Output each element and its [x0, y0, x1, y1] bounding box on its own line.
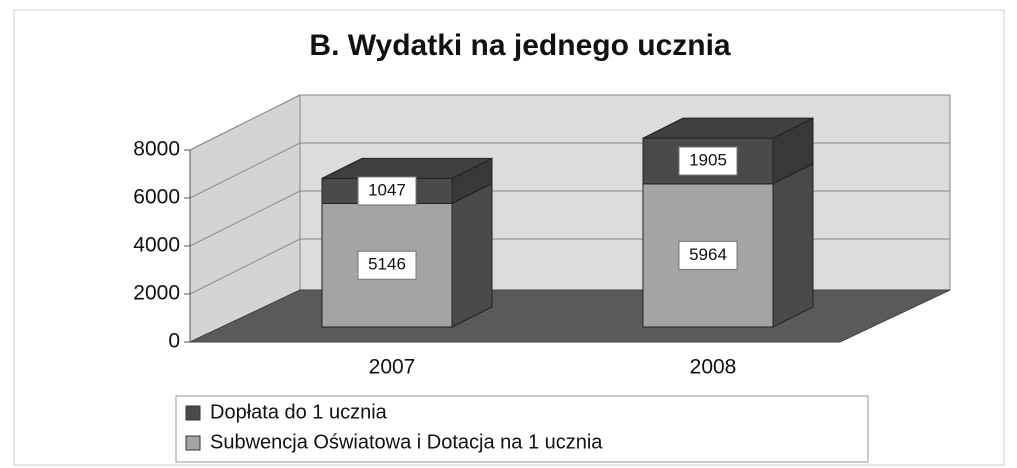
x-tick-label: 2007	[369, 356, 416, 379]
legend-box	[175, 395, 869, 463]
bar-side	[451, 182, 493, 328]
legend-swatch	[185, 435, 201, 451]
legend-label: Subwencja Oświatowa i Dotacja na 1 uczni…	[210, 431, 603, 453]
y-tick-label: 4000	[133, 234, 180, 257]
y-tick-label: 0	[168, 330, 180, 353]
bar-top	[642, 117, 814, 139]
value-label: 5964	[689, 245, 727, 264]
y-tick-label: 6000	[133, 186, 180, 209]
value-label-box	[357, 250, 417, 280]
legend-label: Dopłata do 1 ucznia	[210, 401, 388, 423]
chart-frame	[13, 9, 1005, 466]
bar-side	[772, 163, 814, 328]
floor	[189, 289, 951, 343]
grid-line	[189, 94, 950, 151]
value-label-box	[357, 176, 417, 206]
value-label-box	[678, 146, 738, 176]
legend-swatch	[185, 405, 201, 421]
value-label: 5146	[368, 255, 406, 274]
y-tick-label: 2000	[133, 282, 180, 305]
chart-title: B. Wydatki na jednego ucznia	[309, 29, 731, 62]
x-tick-label: 2008	[690, 356, 737, 379]
y-tick-label: 8000	[133, 138, 180, 161]
value-label: 1047	[368, 180, 406, 199]
value-label-box	[678, 240, 738, 270]
value-label: 1905	[689, 150, 727, 169]
